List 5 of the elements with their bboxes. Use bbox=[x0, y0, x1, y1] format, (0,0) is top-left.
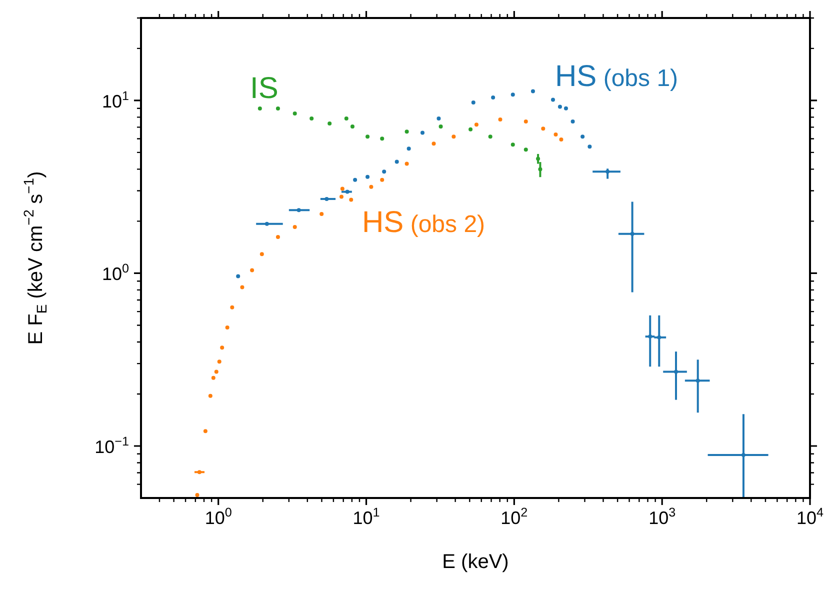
series-label: HS (obs 1) bbox=[555, 60, 678, 93]
series-label: HS (obs 2) bbox=[362, 206, 486, 239]
x-axis-title: E (keV) bbox=[442, 551, 509, 573]
y-axis-title: E FE (keV cm−2 s−1) bbox=[20, 171, 50, 345]
series-label: IS bbox=[250, 72, 278, 105]
